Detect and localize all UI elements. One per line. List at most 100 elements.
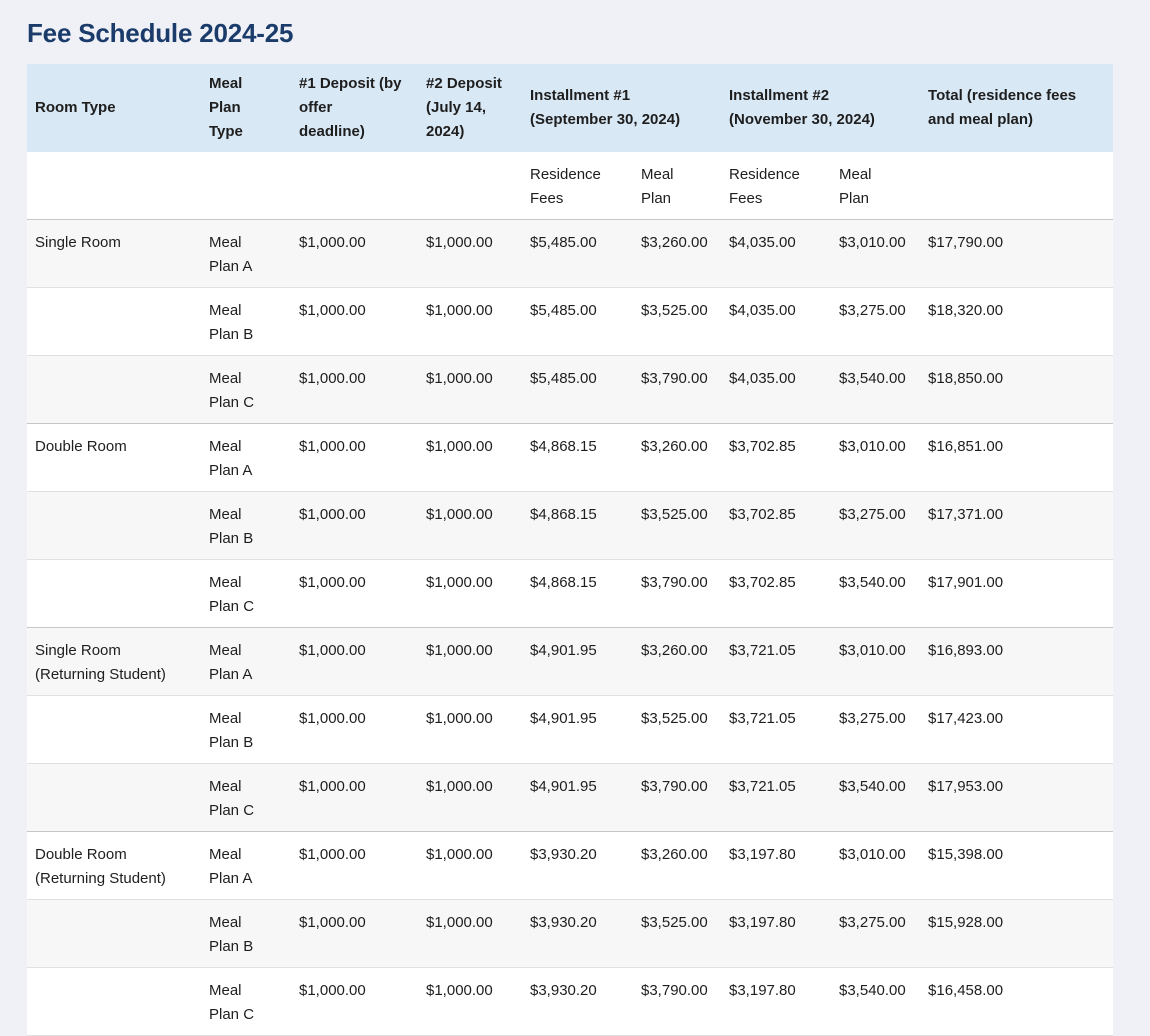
table-row: Single Room Meal Plan A $1,000.00 $1,000… [27,219,1114,288]
cell-total: $17,790.00 [928,234,1004,251]
subheader-installment2-meal-plan: Meal Plan [831,152,921,220]
cell-installment1-residence-fees: $3,930.20 [530,914,597,931]
cell-meal-plan-type: Meal Plan A [209,846,253,887]
cell-deposit-2: $1,000.00 [426,574,493,591]
cell-installment2-meal-plan: $3,275.00 [839,302,906,319]
cell-installment2-residence-fees: $3,721.05 [729,778,796,795]
subheader-empty [920,152,1114,220]
table-subheader-row: Residence Fees Meal Plan Residence Fees … [27,152,1114,220]
cell-deposit-2: $1,000.00 [426,438,493,455]
cell-deposit-2: $1,000.00 [426,710,493,727]
cell-meal-plan-type: Meal Plan A [209,642,253,683]
cell-deposit-1: $1,000.00 [299,438,366,455]
table-body: Single Room Meal Plan A $1,000.00 $1,000… [27,219,1114,1036]
cell-total: $17,423.00 [928,710,1004,727]
cell-meal-plan-type: Meal Plan C [209,574,255,615]
cell-meal-plan-type: Meal Plan A [209,438,253,479]
cell-total: $16,851.00 [928,438,1004,455]
cell-installment1-meal-plan: $3,525.00 [641,506,708,523]
cell-installment1-meal-plan: $3,790.00 [641,574,708,591]
cell-installment2-meal-plan: $3,540.00 [839,982,906,999]
header-installment-1: Installment #1 (September 30, 2024) [522,64,721,152]
cell-installment1-meal-plan: $3,525.00 [641,914,708,931]
cell-room-type [27,492,201,560]
cell-installment2-meal-plan: $3,275.00 [839,914,906,931]
cell-installment1-residence-fees: $4,868.15 [530,574,597,591]
cell-total: $17,371.00 [928,506,1004,523]
cell-installment2-meal-plan: $3,010.00 [839,642,906,659]
cell-meal-plan-type: Meal Plan C [209,370,255,411]
cell-room-type: Double Room [35,438,127,455]
cell-deposit-2: $1,000.00 [426,846,493,863]
subheader-installment1-meal-plan: Meal Plan [633,152,721,220]
header-deposit-2: #2 Deposit (July 14, 2024) [418,64,522,152]
table-row: Meal Plan C $1,000.00 $1,000.00 $4,868.1… [27,559,1114,628]
cell-room-type [27,356,201,424]
subheader-installment1-residence-fees: Residence Fees [522,152,633,220]
cell-meal-plan-type: Meal Plan B [209,302,254,343]
cell-installment2-residence-fees: $4,035.00 [729,370,796,387]
cell-installment2-residence-fees: $3,197.80 [729,846,796,863]
table-row: Meal Plan B $1,000.00 $1,000.00 $4,868.1… [27,491,1114,560]
cell-installment2-meal-plan: $3,010.00 [839,234,906,251]
cell-installment1-residence-fees: $4,901.95 [530,642,597,659]
cell-installment1-meal-plan: $3,260.00 [641,846,708,863]
cell-total: $15,928.00 [928,914,1004,931]
cell-installment2-residence-fees: $4,035.00 [729,302,796,319]
cell-deposit-1: $1,000.00 [299,302,366,319]
cell-installment1-meal-plan: $3,790.00 [641,778,708,795]
fee-schedule-table: Room Type Meal Plan Type #1 Deposit (by … [27,64,1114,1036]
cell-meal-plan-type: Meal Plan C [209,982,255,1023]
cell-installment1-residence-fees: $5,485.00 [530,234,597,251]
cell-deposit-2: $1,000.00 [426,914,493,931]
header-room-type: Room Type [27,64,201,152]
cell-room-type [27,696,201,764]
cell-installment1-meal-plan: $3,525.00 [641,302,708,319]
table-row: Double Room (Returning Student) Meal Pla… [27,831,1114,900]
cell-deposit-1: $1,000.00 [299,370,366,387]
cell-installment1-meal-plan: $3,525.00 [641,710,708,727]
cell-installment1-residence-fees: $4,901.95 [530,778,597,795]
cell-meal-plan-type: Meal Plan B [209,506,254,547]
subheader-empty [291,152,418,220]
cell-installment2-residence-fees: $3,197.80 [729,914,796,931]
cell-installment2-residence-fees: $3,702.85 [729,506,796,523]
cell-meal-plan-type: Meal Plan C [209,778,255,819]
cell-total: $16,458.00 [928,982,1004,999]
header-meal-plan-type: Meal Plan Type [201,64,291,152]
cell-meal-plan-type: Meal Plan B [209,914,254,955]
cell-installment2-residence-fees: $3,197.80 [729,982,796,999]
cell-total: $16,893.00 [928,642,1004,659]
table-header: Room Type Meal Plan Type #1 Deposit (by … [27,64,1114,220]
cell-installment1-residence-fees: $4,868.15 [530,506,597,523]
cell-installment2-meal-plan: $3,540.00 [839,370,906,387]
cell-installment2-meal-plan: $3,275.00 [839,710,906,727]
cell-total: $18,320.00 [928,302,1004,319]
cell-room-type [27,968,201,1036]
table-row: Meal Plan B $1,000.00 $1,000.00 $5,485.0… [27,287,1114,356]
table-row: Meal Plan C $1,000.00 $1,000.00 $3,930.2… [27,967,1114,1036]
cell-deposit-1: $1,000.00 [299,506,366,523]
cell-total: $17,901.00 [928,574,1004,591]
cell-installment1-meal-plan: $3,790.00 [641,982,708,999]
cell-installment1-residence-fees: $5,485.00 [530,370,597,387]
cell-deposit-1: $1,000.00 [299,574,366,591]
cell-installment1-residence-fees: $4,901.95 [530,710,597,727]
cell-meal-plan-type: Meal Plan B [209,710,254,751]
cell-installment2-meal-plan: $3,010.00 [839,846,906,863]
cell-room-type [27,764,201,832]
header-total: Total (residence fees and meal plan) [920,64,1114,152]
table-header-row: Room Type Meal Plan Type #1 Deposit (by … [27,64,1114,152]
cell-installment1-meal-plan: $3,260.00 [641,234,708,251]
cell-installment1-residence-fees: $3,930.20 [530,982,597,999]
table-row: Meal Plan B $1,000.00 $1,000.00 $3,930.2… [27,899,1114,968]
cell-deposit-2: $1,000.00 [426,302,493,319]
cell-deposit-2: $1,000.00 [426,506,493,523]
cell-room-type: Single Room [35,234,121,251]
cell-deposit-2: $1,000.00 [426,234,493,251]
cell-deposit-2: $1,000.00 [426,778,493,795]
table-row: Meal Plan C $1,000.00 $1,000.00 $5,485.0… [27,355,1114,424]
cell-room-type [27,900,201,968]
cell-deposit-2: $1,000.00 [426,642,493,659]
